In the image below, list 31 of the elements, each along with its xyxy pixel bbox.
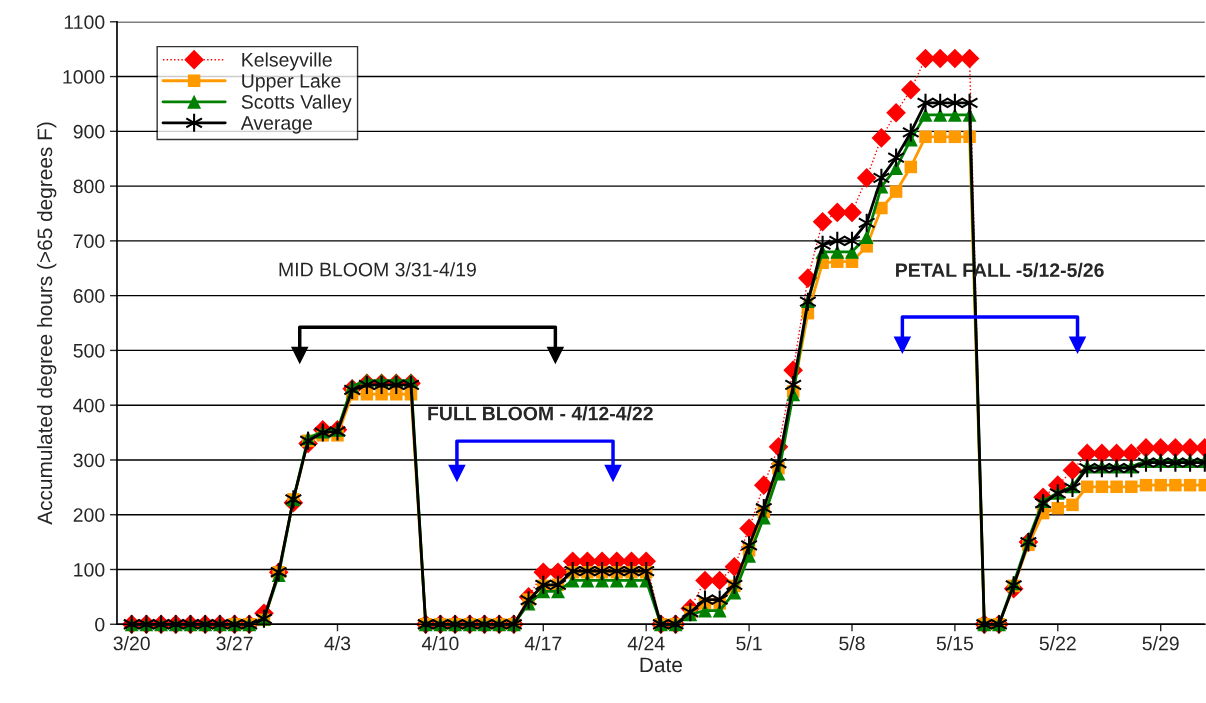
- y-tick-label: 400: [73, 398, 105, 413]
- y-tick-label: 600: [73, 289, 105, 303]
- annotation: MID BLOOM 3/31-4/19: [279, 262, 476, 277]
- x-tick-label: 5/22: [1039, 636, 1076, 651]
- y-tick-label: 900: [73, 124, 105, 139]
- x-tick-label: 5/8: [839, 636, 865, 651]
- annotation: FULL BLOOM - 4/12-4/22: [428, 406, 653, 421]
- x-tick-label: 5/15: [936, 636, 973, 651]
- x-tick-label: 3/27: [216, 636, 253, 651]
- x-tick-label: 5/1: [736, 636, 762, 651]
- x-tick-label: 5/29: [1142, 636, 1179, 651]
- y-tick-label: 0: [95, 617, 105, 632]
- y-tick-label: 800: [73, 179, 105, 194]
- legend-label: Kelseyville: [242, 52, 332, 71]
- y-tick-label: 700: [73, 234, 105, 249]
- legend-label: Scotts Valley: [241, 94, 352, 113]
- legend-label: Average: [240, 116, 312, 134]
- y-tick-label: 1100: [64, 15, 105, 30]
- y-tick-label: 1000: [63, 70, 105, 84]
- y-tick-label: 500: [73, 343, 105, 358]
- legend-label: Upper Lake: [242, 73, 341, 92]
- x-tick-label: 4/10: [421, 636, 459, 651]
- x-tick-label: 3/20: [113, 636, 150, 651]
- y-tick-label: 300: [73, 453, 105, 468]
- x-axis-title: Date: [640, 657, 682, 673]
- y-tick-label: 100: [74, 562, 105, 577]
- x-tick-label: 4/24: [627, 636, 665, 651]
- x-tick-label: 4/3: [324, 636, 351, 651]
- y-axis-title: Accumulated degree hours (>65 degrees F): [36, 122, 57, 525]
- y-tick-label: 200: [73, 508, 105, 522]
- x-tick-label: 4/17: [524, 636, 562, 651]
